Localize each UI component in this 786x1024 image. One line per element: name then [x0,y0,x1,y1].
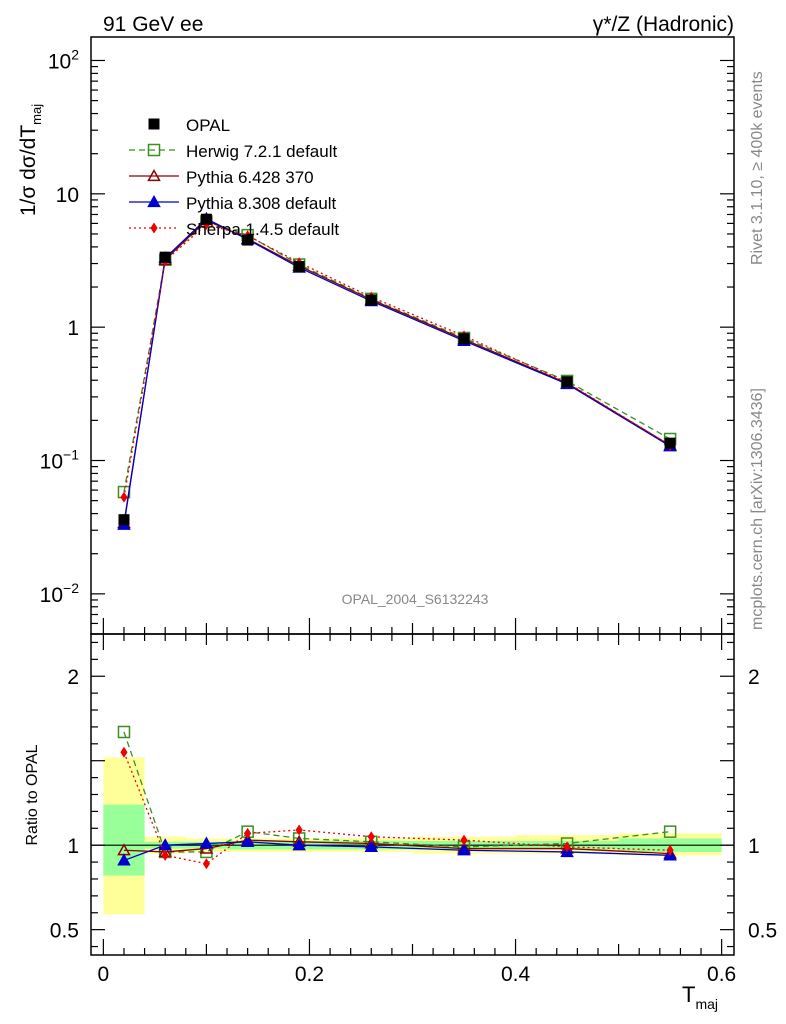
legend-label: Pythia 8.308 default [186,194,337,213]
ratio-panel-border [90,633,735,956]
data-point [666,844,674,856]
data-point [242,234,254,246]
y-label-main-sub: maj [29,104,44,125]
data-point [457,843,471,856]
rivet-label: Rivet 3.1.10, ≥ 400k events [749,71,766,265]
y-axis-label-main: 1/σ dσ/dTmaj [17,104,44,216]
y-tick-label: 10−1 [40,447,80,474]
data-point [365,294,377,306]
ratio-series [117,725,677,870]
ratio-tick-label-left: 2 [67,666,79,689]
data-point [561,376,573,388]
data-point [460,834,468,846]
ratio-tick-label-right: 2 [748,666,760,689]
ratio-tick-label-right: 1 [748,835,760,858]
data-point [292,838,306,851]
data-point [117,725,131,739]
data-point [199,836,214,849]
x-label-text: T [682,982,695,1007]
y-tick-label: 1 [67,317,79,340]
data-point [147,194,161,208]
data-point [664,437,676,449]
legend-label: Sherpa 1.4.5 default [186,220,339,239]
data-point [293,261,305,273]
x-tick-label: 0 [98,963,110,986]
data-point [161,849,169,861]
data-point [117,853,131,866]
series-line [123,219,671,524]
main-y-ticks: 102 10 1 10−1 10−2 [40,46,734,635]
data-point [367,831,375,843]
ratio-line [123,731,671,853]
y-label-main-text: 1/σ dσ/dT [17,125,40,216]
y-tick-label: 102 [48,46,79,73]
ratio-uncertainty-bands [103,757,722,915]
ratio-panel-frame [90,633,735,956]
x-label-sub: maj [695,996,718,1012]
y-axis-label-ratio: Ratio to OPAL [24,744,41,845]
x-axis-label: Tmaj [682,982,718,1012]
svg-text:1/σ dσ/dTmaj: 1/σ dσ/dTmaj [17,104,44,216]
data-point [159,251,171,263]
data-point [118,514,130,526]
data-point [240,834,255,847]
legend-label: Herwig 7.2.1 default [186,142,337,161]
data-point [200,213,212,225]
legend: OPAL Herwig 7.2.1 default Pythia 6.428 370… [129,116,339,239]
data-point [563,841,571,853]
legend-label: OPAL [186,116,230,135]
x-tick-label: 0.4 [501,963,531,986]
data-point [120,491,128,503]
series-line [123,217,671,525]
data-point [295,824,303,836]
ratio-tick-label-left: 0.5 [50,920,79,943]
analysis-watermark: OPAL_2004_S6132243 [342,591,489,607]
data-point [150,222,158,234]
data-point [147,143,161,157]
ratio-y-ticks: 0.5 0.5 1 1 2 2 [50,641,777,948]
y-tick-label: 10 [56,184,79,207]
data-point [120,746,128,758]
header-right: γ*/Z (Hadronic) [593,13,734,36]
x-ticks: 0 0.2 0.4 0.6 [98,618,736,986]
data-point [364,839,379,853]
mcplots-label: mcplots.cern.ch [arXiv:1306.3436] [749,388,766,630]
data-point [148,118,160,130]
x-tick-label: 0.2 [295,963,324,986]
y-tick-label: 10−2 [40,580,80,607]
ratio-tick-label-left: 1 [67,835,79,858]
data-point [202,858,210,870]
series-line [123,223,671,498]
data-point [458,333,470,345]
ratio-tick-label-right: 0.5 [748,920,777,943]
data-point [663,825,677,838]
series-line [123,220,671,493]
legend-label: Pythia 6.428 370 [186,168,314,187]
header-left: 91 GeV ee [103,13,203,36]
data-point [244,827,252,839]
data-point [147,168,161,182]
main-series [117,211,677,530]
data-point [158,838,172,851]
x-tick-label: 0.6 [707,963,736,986]
